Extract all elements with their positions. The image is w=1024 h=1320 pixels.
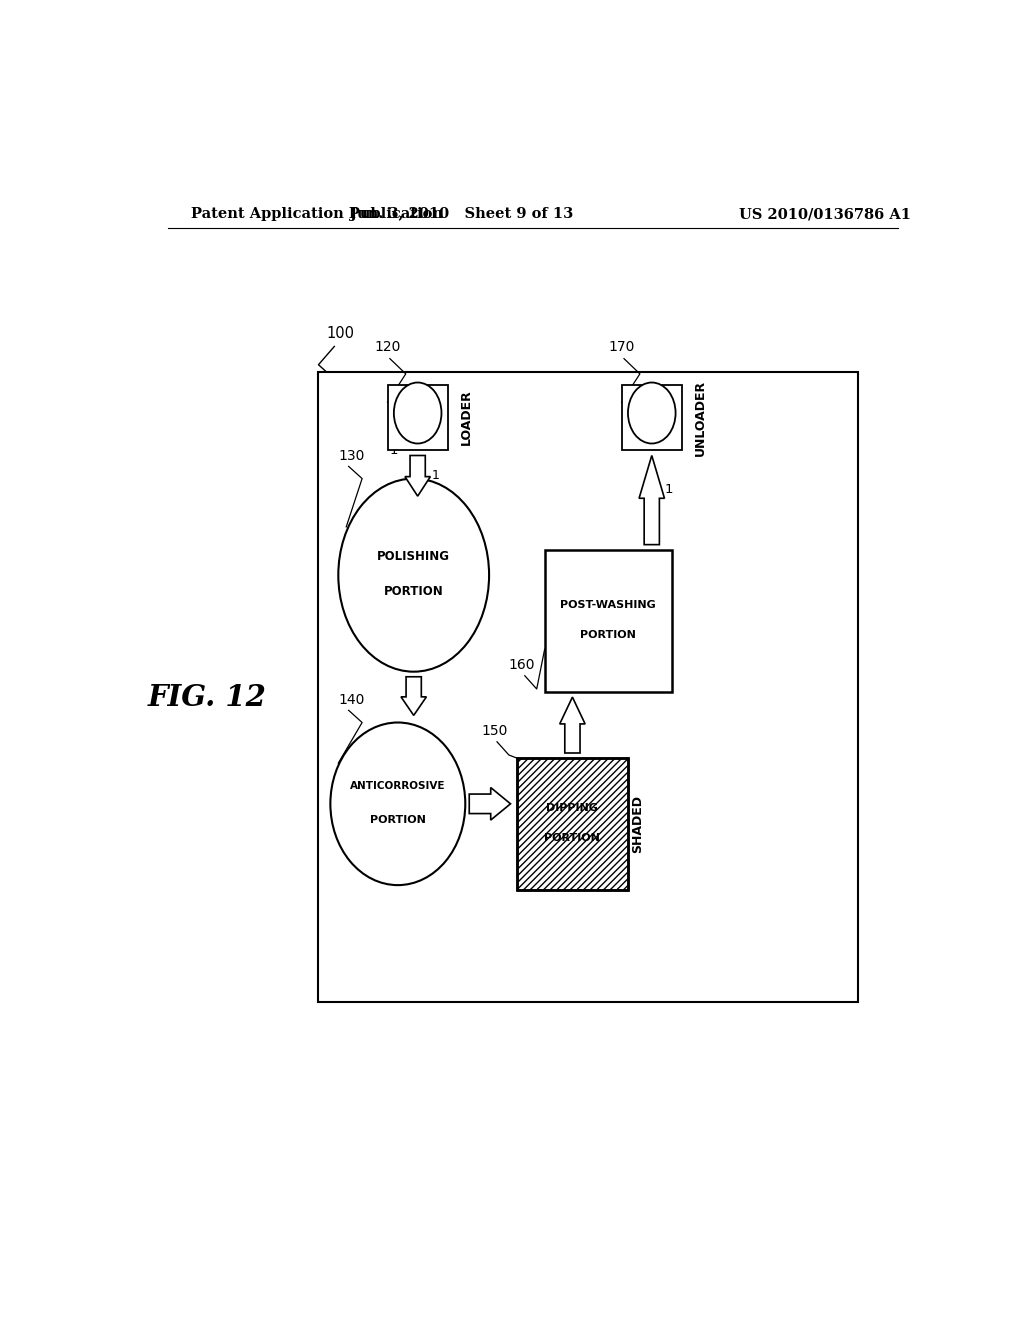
Polygon shape	[560, 697, 585, 752]
Polygon shape	[469, 788, 511, 820]
Polygon shape	[404, 455, 430, 496]
Bar	[622, 384, 682, 450]
Text: PORTION: PORTION	[384, 585, 443, 598]
Circle shape	[628, 383, 676, 444]
Text: UNLOADER: UNLOADER	[694, 380, 707, 455]
Text: Jun. 3, 2010   Sheet 9 of 13: Jun. 3, 2010 Sheet 9 of 13	[349, 207, 573, 222]
Text: 140: 140	[338, 693, 365, 708]
Text: 160: 160	[509, 657, 536, 672]
Bar	[517, 758, 628, 890]
Text: 170: 170	[608, 339, 635, 354]
Ellipse shape	[331, 722, 465, 886]
Text: PORTION: PORTION	[545, 833, 600, 843]
Text: 1: 1	[389, 444, 397, 457]
Text: PORTION: PORTION	[581, 630, 636, 640]
Text: 120: 120	[374, 339, 400, 354]
Text: SHADED: SHADED	[631, 795, 644, 853]
Bar	[387, 384, 447, 450]
Polygon shape	[639, 455, 665, 545]
Bar	[318, 372, 858, 1002]
Bar	[545, 549, 672, 692]
Text: POST-WASHING: POST-WASHING	[560, 599, 656, 610]
Text: US 2010/0136786 A1: US 2010/0136786 A1	[739, 207, 911, 222]
Text: ANTICORROSIVE: ANTICORROSIVE	[350, 780, 445, 791]
Polygon shape	[401, 677, 426, 715]
Text: 150: 150	[481, 723, 508, 738]
Text: LOADER: LOADER	[460, 389, 473, 445]
Text: Patent Application Publication: Patent Application Publication	[191, 207, 443, 222]
Text: PORTION: PORTION	[370, 814, 426, 825]
Text: 1: 1	[432, 470, 440, 482]
Text: 130: 130	[338, 449, 365, 463]
Text: DIPPING: DIPPING	[547, 803, 598, 813]
Circle shape	[394, 383, 441, 444]
Text: FIG. 12: FIG. 12	[147, 682, 267, 711]
Text: 100: 100	[327, 326, 354, 342]
Text: POLISHING: POLISHING	[377, 550, 451, 564]
Bar	[517, 758, 628, 890]
Circle shape	[338, 479, 489, 672]
Text: 1: 1	[665, 483, 673, 496]
